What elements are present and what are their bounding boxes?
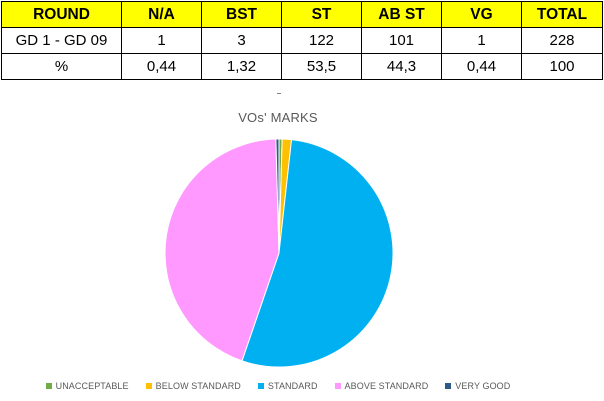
- table-header-row: ROUND N/A BST ST AB ST VG TOTAL: [1, 1, 603, 28]
- header-cell-ab-st: AB ST: [361, 1, 442, 28]
- table-cell: 100: [521, 53, 603, 80]
- summary-table: ROUND N/A BST ST AB ST VG TOTAL GD 1 - G…: [1, 1, 603, 80]
- legend-swatch: [445, 383, 452, 389]
- pie-slice-above-standard: [164, 138, 280, 362]
- table-cell: 44,3: [361, 53, 442, 80]
- legend-label: UNACCEPTABLE: [55, 381, 129, 391]
- header-cell-vg: VG: [441, 1, 522, 28]
- header-cell-total: TOTAL: [521, 1, 603, 28]
- table-cell: 1: [441, 27, 522, 54]
- table-cell: 101: [361, 27, 442, 54]
- legend-item-standard: STANDARD: [257, 381, 318, 391]
- legend-label: ABOVE STANDARD: [344, 381, 429, 391]
- table-cell: 122: [281, 27, 362, 54]
- legend-item-unacceptable: UNACCEPTABLE: [45, 381, 129, 391]
- pie-slice-standard: [241, 139, 394, 368]
- legend-swatch: [334, 383, 341, 389]
- legend-item-below-standard: BELOW STANDARD: [145, 381, 241, 391]
- table-cell: 1: [121, 27, 202, 54]
- legend-item-above-standard: ABOVE STANDARD: [334, 381, 429, 391]
- chart-legend: UNACCEPTABLE BELOW STANDARD STANDARD ABOVE …: [0, 381, 556, 391]
- decorative-dash: [277, 93, 281, 94]
- legend-swatch: [257, 383, 264, 389]
- table-cell: 1,32: [201, 53, 282, 80]
- table-cell: %: [1, 53, 122, 80]
- legend-label: VERY GOOD: [455, 381, 511, 391]
- legend-label: BELOW STANDARD: [155, 381, 241, 391]
- table-cell: GD 1 - GD 09: [1, 27, 122, 54]
- header-cell-round: ROUND: [1, 1, 122, 28]
- chart-title: VOs' MARKS: [238, 110, 318, 125]
- pie-slice-very-good: [275, 138, 280, 254]
- legend-label: STANDARD: [267, 381, 318, 391]
- table-cell: 0,44: [121, 53, 202, 80]
- legend-swatch: [145, 383, 152, 389]
- table-row: % 0,44 1,32 53,5 44,3 0,44 100: [1, 53, 603, 80]
- legend-item-very-good: VERY GOOD: [445, 381, 510, 391]
- legend-swatch: [45, 383, 52, 389]
- table-cell: 228: [521, 27, 603, 54]
